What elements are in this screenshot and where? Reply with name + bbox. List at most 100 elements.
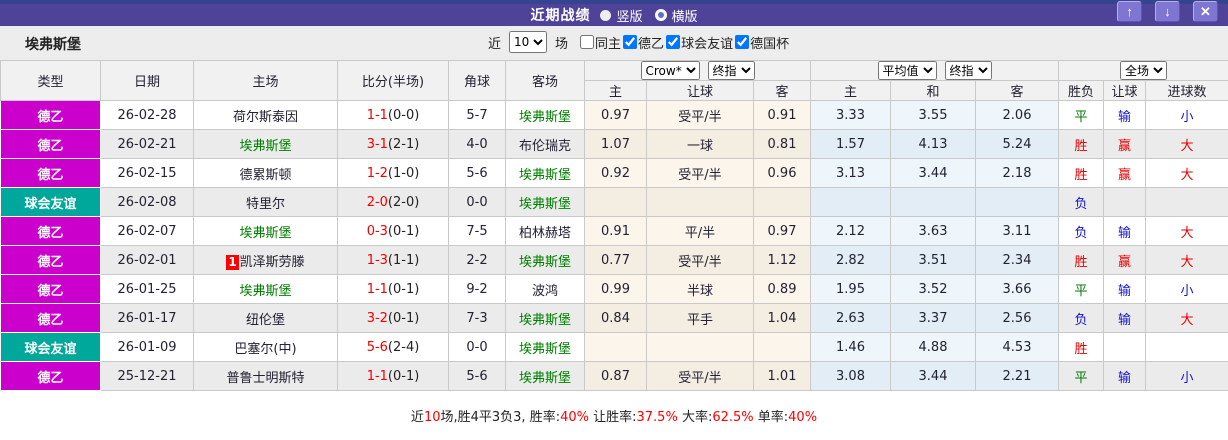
odds-handicap: 平/半 (646, 216, 754, 246)
home-team: 埃弗斯堡 (193, 274, 338, 304)
away-team: 埃弗斯堡 (505, 245, 585, 275)
avg-draw: 3.63 (890, 216, 976, 246)
avg-draw: 3.51 (890, 245, 976, 275)
result-goals: 小 (1144, 100, 1228, 130)
away-team-name: 埃弗斯堡 (518, 370, 571, 386)
avg-index-select[interactable]: 终指 (944, 61, 992, 80)
avg-home: 2.63 (810, 303, 891, 333)
move-up-button[interactable]: ↑ (1117, 1, 1142, 22)
home-team-name: 埃弗斯堡 (239, 225, 292, 241)
home-team-name: 埃弗斯堡 (239, 283, 292, 299)
result-wdl: 平 (1058, 274, 1104, 304)
col-header-wdl: 胜负 (1058, 80, 1104, 101)
away-team-name: 埃弗斯堡 (518, 109, 571, 125)
recent-count-select[interactable]: 10 (509, 31, 548, 53)
score: 1-1(0-1) (337, 274, 449, 304)
filter-checkbox-3: 德国杯 (735, 33, 789, 52)
home-team: 巴塞尔(中) (193, 332, 338, 362)
score: 0-3(0-1) (337, 216, 449, 246)
bookmaker-select[interactable]: Crow* (640, 61, 700, 80)
odds-away: 0.89 (753, 274, 811, 304)
scope-select[interactable]: 全场 (1120, 61, 1168, 80)
home-team-name: 埃弗斯堡 (239, 138, 292, 154)
corners: 5-6 (448, 158, 506, 188)
result-goals: 小 (1144, 361, 1228, 391)
score: 3-1(2-1) (337, 129, 449, 159)
match-date: 26-02-08 (100, 187, 194, 217)
away-team-name: 埃弗斯堡 (518, 254, 571, 270)
halftime-score: (0-1) (387, 223, 420, 239)
match-date: 26-02-15 (100, 158, 194, 188)
fulltime-score: 3-1 (366, 136, 388, 152)
league-badge: 德乙 (0, 245, 101, 275)
halftime-score: (1-0) (387, 165, 420, 181)
odds-index-select[interactable]: 终指 (707, 61, 755, 80)
result-handicap: 赢 (1103, 245, 1146, 275)
avg-home: 1.57 (810, 129, 891, 159)
league-badge: 球会友谊 (0, 187, 101, 217)
halftime-score: (0-1) (387, 281, 420, 297)
summary-segment: 大率: (677, 410, 713, 425)
home-team: 纽伦堡 (193, 303, 338, 333)
average-select[interactable]: 平均值 (877, 61, 937, 80)
close-button[interactable]: ✕ (1193, 1, 1218, 22)
odds-away: 0.81 (753, 129, 811, 159)
corners: 0-0 (448, 187, 506, 217)
result-wdl: 胜 (1058, 129, 1104, 159)
fulltime-score: 0-3 (366, 223, 388, 239)
col-header-avg-draw: 和 (890, 80, 976, 101)
layout-radio-0[interactable]: 竖版 (600, 6, 643, 25)
radio-unselected-icon (654, 9, 667, 21)
score: 1-1(0-0) (337, 100, 449, 130)
odds-home: 0.84 (584, 303, 647, 333)
odds-home (584, 332, 647, 362)
halftime-score: (0-1) (387, 310, 420, 326)
filter-checkbox-2: 球会友谊 (666, 33, 733, 52)
result-goals: 大 (1144, 129, 1228, 159)
away-team-name: 埃弗斯堡 (518, 341, 571, 357)
table-body: 德乙 26-02-28 荷尔斯泰因 1-1(0-0) 5-7 埃弗斯堡 0.97 受平/半 0.… (0, 100, 1228, 391)
odds-home: 0.87 (584, 361, 647, 391)
summary-segment: 单率: (753, 410, 789, 425)
home-team-name: 普鲁士明斯特 (226, 370, 305, 386)
result-goals: 大 (1144, 216, 1228, 246)
fulltime-score: 5-6 (366, 339, 388, 355)
match-row: 球会友谊 26-02-08 特里尔 2-0(2-0) 0-0 埃弗斯堡负 (0, 187, 1228, 217)
away-team: 埃弗斯堡 (505, 332, 585, 362)
window-buttons: ↑ ↓ ✕ (1117, 1, 1218, 22)
summary-segment: 10 (423, 410, 441, 425)
avg-away: 2.18 (975, 158, 1059, 188)
filter-bar: 埃弗斯堡 近 10 场 同主 德乙 球会友谊 德国杯 (0, 26, 1228, 60)
home-team: 1 凯泽斯劳滕 (193, 245, 338, 275)
checkbox-德乙[interactable] (623, 35, 638, 49)
col-header-handicap: 让球 (646, 80, 754, 101)
away-team-name: 埃弗斯堡 (518, 312, 571, 328)
home-team: 埃弗斯堡 (193, 216, 338, 246)
score: 1-3(1-1) (337, 245, 449, 275)
panel-title: 近期战绩 (530, 8, 591, 24)
checkbox-同主[interactable] (580, 35, 595, 49)
focus-team-name: 埃弗斯堡 (25, 37, 81, 53)
result-wdl: 负 (1058, 303, 1104, 333)
away-team-name: 波鸿 (531, 283, 558, 299)
halftime-score: (2-4) (387, 339, 420, 355)
home-team-name: 特里尔 (245, 196, 285, 212)
result-goals (1144, 187, 1228, 217)
checkbox-德国杯[interactable] (735, 35, 750, 49)
move-down-button[interactable]: ↓ (1155, 1, 1180, 22)
layout-radio-1[interactable]: 横版 (654, 6, 698, 25)
odds-group-header: Crow* 终指 (584, 60, 811, 81)
result-handicap: 输 (1103, 274, 1146, 304)
halftime-score: (0-1) (387, 368, 420, 384)
result-handicap: 输 (1103, 303, 1146, 333)
score: 2-0(2-0) (337, 187, 449, 217)
odds-away: 1.12 (753, 245, 811, 275)
corners: 9-2 (448, 274, 506, 304)
odds-away: 1.04 (753, 303, 811, 333)
result-wdl: 胜 (1058, 332, 1104, 362)
checkbox-球会友谊[interactable] (666, 35, 681, 49)
avg-draw: 3.52 (890, 274, 976, 304)
match-row: 德乙 26-02-15 德累斯顿 1-2(1-0) 5-6 埃弗斯堡 0.92 受平/半 0.9… (0, 158, 1228, 188)
checkbox-label: 德乙 (638, 36, 665, 52)
